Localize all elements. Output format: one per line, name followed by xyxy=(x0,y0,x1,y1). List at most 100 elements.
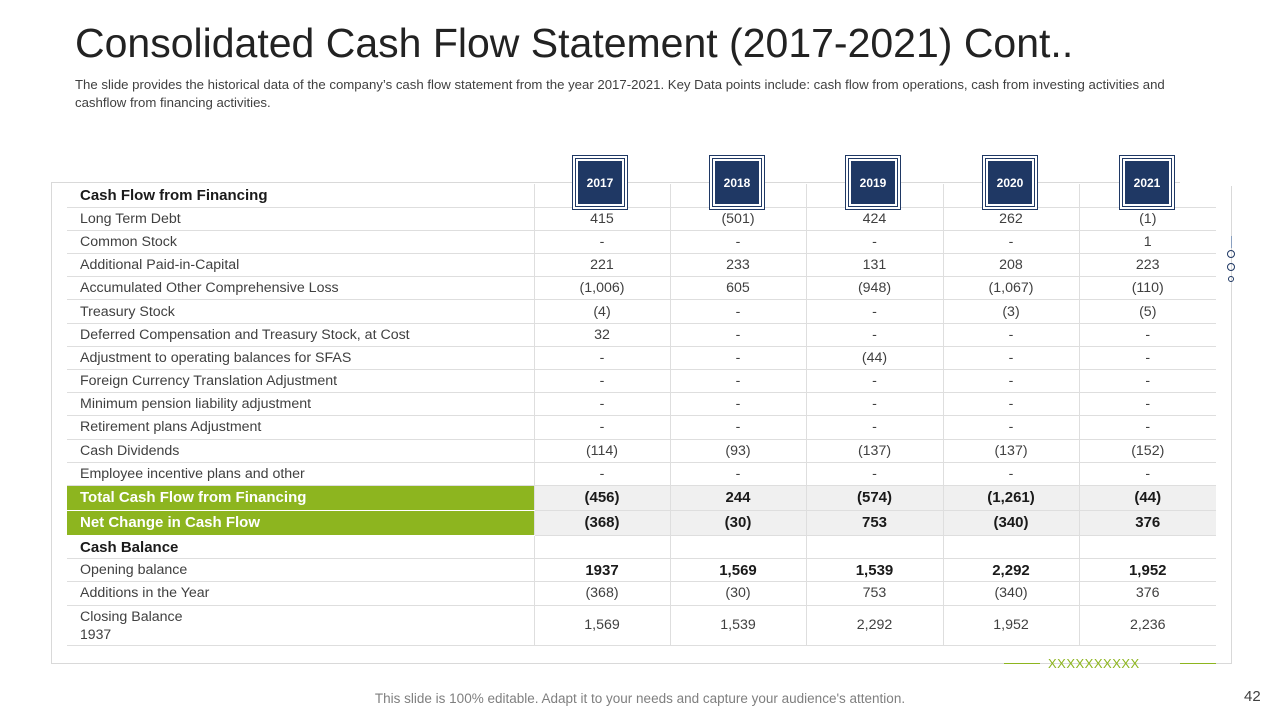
value-cell-2017: - xyxy=(533,462,670,486)
year-header-2018: 2018 xyxy=(709,155,765,210)
value-cell-2018: - xyxy=(669,415,806,440)
value-cell-2017: - xyxy=(533,230,670,255)
value-cell-2018: 1,539 xyxy=(669,605,806,646)
value-cell-2020: - xyxy=(942,346,1079,371)
table-row: Foreign Currency Translation Adjustment -… xyxy=(67,369,1216,394)
value-cell-2018: (30) xyxy=(669,581,806,606)
row-label: Employee incentive plans and other xyxy=(67,462,534,486)
value-cell-2020: - xyxy=(942,392,1079,417)
value-cell-2018: - xyxy=(669,299,806,324)
row-label: Additional Paid-in-Capital xyxy=(67,253,534,278)
value-cell-2020: (137) xyxy=(942,439,1079,463)
value-cell-2017: - xyxy=(533,415,670,440)
page-number: 42 xyxy=(1244,688,1261,705)
table-row: Employee incentive plans and other - - - - - xyxy=(67,462,1216,486)
value-cell-2021: 1 xyxy=(1078,230,1216,255)
table-row: Treasury Stock (4) - - (3) (5) xyxy=(67,299,1216,324)
row-label: Accumulated Other Comprehensive Loss xyxy=(67,276,534,301)
value-cell-2019: - xyxy=(805,369,943,394)
value-cell-2018: (30) xyxy=(669,510,806,536)
year-label: 2021 xyxy=(1125,161,1169,204)
value-cell-2021: - xyxy=(1078,415,1216,440)
value-cell-2018: - xyxy=(669,323,806,347)
row-label: Closing Balance 1937 xyxy=(67,605,534,646)
table-row: Common Stock - - - -1 xyxy=(67,230,1216,255)
value-cell-2020: (3) xyxy=(942,299,1079,324)
row-label: Cash Flow from Financing xyxy=(67,184,534,208)
value-cell-2019: - xyxy=(805,415,943,440)
table-row: Minimum pension liability adjustment - - - -… xyxy=(67,392,1216,417)
value-cell-2017: 221 xyxy=(533,253,670,278)
value-cell-2017: - xyxy=(533,392,670,417)
row-label: Foreign Currency Translation Adjustment xyxy=(67,369,534,394)
value-cell-2021: 2,236 xyxy=(1078,605,1216,646)
row-label: Cash Balance xyxy=(67,535,534,560)
year-label: 2018 xyxy=(715,161,759,204)
value-cell-2021: - xyxy=(1078,346,1216,371)
value-cell-2019: 1,539 xyxy=(805,558,943,583)
value-cell-2018: - xyxy=(669,462,806,486)
value-cell-2019: - xyxy=(805,392,943,417)
additions-row: Additions in the Year (368) (30) 753 (340) 37… xyxy=(67,581,1216,606)
table-row: Long Term Debt 415 (501) 424 262 (1) xyxy=(67,207,1216,231)
value-cell-2017: - xyxy=(533,369,670,394)
value-cell-2019: 131 xyxy=(805,253,943,278)
value-cell-2019: (44) xyxy=(805,346,943,371)
year-label: 2020 xyxy=(988,161,1032,204)
value-cell-2021: (5) xyxy=(1078,299,1216,324)
value-cell-2021: - xyxy=(1078,462,1216,486)
value-cell-2021: (44) xyxy=(1078,485,1216,511)
table-row: Cash Dividends (114) (93) (137) (137) (152) xyxy=(67,439,1216,463)
year-header-2021: 2021 xyxy=(1119,155,1175,210)
value-cell-2018: 244 xyxy=(669,485,806,511)
net-change-row: Net Change in Cash Flow (368) (30) 753 (340)… xyxy=(67,510,1216,536)
value-cell-2021: (1) xyxy=(1078,207,1216,231)
value-cell-2020: - xyxy=(942,415,1079,440)
cash-flow-table: Cash Flow from Financing Long Term Debt 41… xyxy=(67,184,1216,646)
year-label: 2019 xyxy=(851,161,895,204)
value-cell-2019: (948) xyxy=(805,276,943,301)
value-cell-2019: (574) xyxy=(805,485,943,511)
value-cell-2019: 753 xyxy=(805,510,943,536)
value-cell-2019: - xyxy=(805,230,943,255)
row-label: Adjustment to operating balances for SFA… xyxy=(67,346,534,371)
value-cell-2017: (368) xyxy=(533,510,670,536)
year-header-2017: 2017 xyxy=(572,155,628,210)
row-label: Long Term Debt xyxy=(67,207,534,231)
value-cell-2021: 223 xyxy=(1078,253,1216,278)
table-row: Additional Paid-in-Capital 221 233 131 208 22… xyxy=(67,253,1216,278)
value-cell-2021: - xyxy=(1078,369,1216,394)
value-cell-2021: 1,952 xyxy=(1078,558,1216,583)
value-cell-2018 xyxy=(669,535,806,560)
value-cell-2018: (93) xyxy=(669,439,806,463)
value-cell-2020: 262 xyxy=(942,207,1079,231)
closing-balance-row: Closing Balance 1937 1,569 1,539 2,292 1,952 2… xyxy=(67,605,1216,646)
value-cell-2017: (368) xyxy=(533,581,670,606)
value-cell-2020 xyxy=(942,535,1079,560)
financing-header-row: Cash Flow from Financing xyxy=(67,184,1216,208)
table-row: Deferred Compensation and Treasury Stock… xyxy=(67,323,1216,347)
value-cell-2021: (110) xyxy=(1078,276,1216,301)
value-cell-2017: (114) xyxy=(533,439,670,463)
value-cell-2021: - xyxy=(1078,392,1216,417)
value-cell-2019: 2,292 xyxy=(805,605,943,646)
value-cell-2017: (1,006) xyxy=(533,276,670,301)
year-label: 2017 xyxy=(578,161,622,204)
value-cell-2020: - xyxy=(942,323,1079,347)
value-cell-2019: - xyxy=(805,323,943,347)
row-label-main: Closing Balance xyxy=(80,609,183,625)
value-cell-2018: 233 xyxy=(669,253,806,278)
value-cell-2020: (340) xyxy=(942,510,1079,536)
value-cell-2018: - xyxy=(669,346,806,371)
table-row: Adjustment to operating balances for SFA… xyxy=(67,346,1216,371)
value-cell-2020: 2,292 xyxy=(942,558,1079,583)
value-cell-2019 xyxy=(805,535,943,560)
year-header-2019: 2019 xyxy=(845,155,901,210)
value-cell-2017: 32 xyxy=(533,323,670,347)
value-cell-2020: 208 xyxy=(942,253,1079,278)
total-financing-row: Total Cash Flow from Financing (456) 244 (5… xyxy=(67,485,1216,511)
table-frame xyxy=(51,182,1232,664)
table-row: Accumulated Other Comprehensive Loss (1,0… xyxy=(67,276,1216,301)
value-cell-2021 xyxy=(1078,535,1216,560)
bottom-decoration: XXXXXXXXXX xyxy=(1004,656,1216,672)
